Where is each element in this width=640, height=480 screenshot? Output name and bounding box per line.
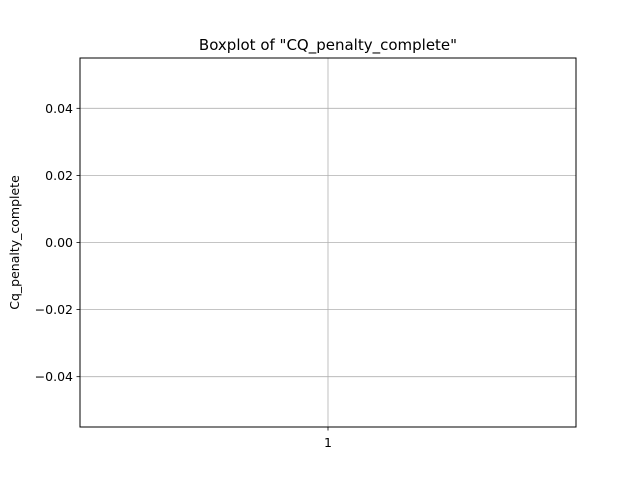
- grid-lines: [80, 58, 576, 427]
- plot-area-frame: [79, 57, 577, 428]
- y-tick-label: −0.02: [35, 302, 73, 317]
- y-tick-label: −0.04: [35, 369, 73, 384]
- x-tick-label: 1: [324, 435, 332, 450]
- y-axis-ticks: −0.04 −0.02 0.00 0.02 0.04: [35, 101, 80, 384]
- y-tick-label: 0.04: [45, 101, 73, 116]
- chart-title: Boxplot of "CQ_penalty_complete": [199, 36, 457, 55]
- x-axis-ticks: 1: [324, 427, 332, 450]
- y-tick-label: 0.00: [45, 235, 73, 250]
- y-tick-label: 0.02: [45, 168, 73, 183]
- y-axis-label: Cq_penalty_complete: [7, 175, 22, 310]
